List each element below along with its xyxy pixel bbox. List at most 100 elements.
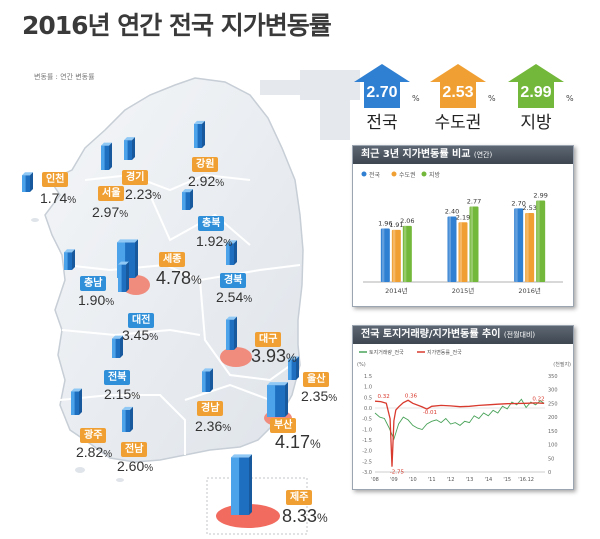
map-bar [288,356,299,380]
x-tick-label: '14 [484,477,492,483]
up-arrow-icon [354,64,410,108]
region-label: 대전 [128,313,155,328]
legend-item: 토지거래량_전국 [359,349,404,356]
map-bar [71,388,82,415]
map-bar [226,240,237,265]
region-value: 2.36% [195,418,232,434]
bar [514,208,524,282]
bar-chart-panel: 최근 3년 지가변동률 비교 (연간) 전국 수도권 지방 1.96 1.91 2.06 2… [352,145,574,307]
line-chart: 토지거래량_전국 지가변동률_전국 (%) (천필지) 1.5 1.0 0.5 0.0 -0.5… [357,349,571,483]
region-value: 2.60% [117,458,154,474]
x-tick-label: '12 [447,477,455,483]
bar-chart-title: 최근 3년 지가변동률 비교 (연간) [353,146,573,164]
region-label: 경북 [220,273,247,288]
map-bar [267,382,288,417]
summary-capital: 2.53 % 수도권 [428,62,496,133]
region-value: 2.92% [188,173,225,189]
summary-capital-label: 수도권 [434,113,482,133]
region-label: 경기 [122,170,149,185]
svg-text:토지거래량_전국: 토지거래량_전국 [369,349,404,356]
bar-value-label: 2.19 [456,213,470,221]
svg-text:지방: 지방 [429,171,441,179]
summary-national-label: 전국 [366,113,398,133]
left-tick-label: 1.0 [364,385,372,391]
bar [525,213,535,282]
region-label: 울산 [303,372,330,387]
summary-national-unit: % [412,94,420,103]
map-bar [122,406,133,432]
right-tick-label: 300 [548,388,558,394]
x-tick-label: '15 [503,477,511,483]
region-label: 충북 [198,216,225,231]
summary-local-label: 지방 [520,113,552,133]
map-bar [202,368,213,392]
line-chart-title: 전국 토지거래량/지가변동률 추이 (전월대비) [353,326,573,344]
world-dots-decoration [260,70,360,140]
bar [380,228,390,282]
region-label: 대구 [255,332,282,347]
bar-chart: 전국 수도권 지방 1.961.912.06 2014년 2.402.19 2.77 2015… [361,171,563,295]
region-label: 세종 [159,252,186,267]
x-tick-label: '10 [409,477,417,483]
left-tick-label: -1.5 [362,438,372,444]
map-bar [118,261,129,292]
bar-value-label: 2.99 [533,191,547,199]
summary-capital-unit: % [488,94,496,103]
legend-item: 수도권 [391,171,416,179]
left-tick-label: 0.0 [364,406,372,412]
region-label: 제주 [286,490,313,505]
region-value: 2.35% [301,388,338,404]
bar-highlight [537,200,540,282]
region-value: 1.90% [78,292,115,308]
map-bar [231,454,252,515]
x-tick-label: '08 [371,477,379,483]
map-bar [182,189,193,210]
region-value: 3.93% [251,346,297,366]
bar-value-label: 2.06 [400,217,414,225]
right-axis-unit: (천필지) [553,361,571,368]
left-axis-unit: (%) [357,362,366,368]
line-chart-panel: 전국 토지거래량/지가변동률 추이 (전월대비) 토지거래량_전국 지가변동률_전… [352,325,574,490]
region-value: 2.15% [104,386,141,402]
x-tick-label: '16.12 [518,477,534,483]
region-label: 인천 [42,172,69,187]
annotation-label: -0.01 [423,410,437,416]
map-bar [226,316,237,350]
region-label: 전북 [104,370,131,385]
bar [402,225,412,282]
left-tick-label: 0.5 [364,395,372,401]
map-bar [64,249,75,270]
bar-highlight [403,225,407,282]
annotation-label: 0.32 [378,394,390,400]
region-value: 2.82% [76,444,113,460]
summary-national: 2.70 % 전국 [352,62,420,133]
bar [458,222,468,282]
x-tick-label: '13 [466,477,474,483]
daegu-highlight [220,347,252,367]
map-bar [101,142,112,170]
left-tick-label: -2.0 [362,449,372,455]
up-arrow-icon [430,64,486,108]
annotation-label: 0.22 [532,396,544,402]
left-tick-label: -0.5 [362,417,372,423]
map-bar [194,120,205,148]
x-tick-label: 2015년 [452,286,475,295]
korea-map [22,70,360,535]
series-line [374,398,545,441]
bar-value-label: 1.91 [389,221,403,229]
left-tick-label: -2.5 [362,459,372,465]
series-line [374,399,545,467]
region-value: 8.33% [282,506,328,526]
right-tick-label: 0 [548,470,551,476]
region-label: 충남 [80,276,107,291]
x-tick-label: 2014년 [385,286,408,295]
left-tick-label: -3.0 [362,470,372,476]
summary-local-unit: % [566,94,574,103]
region-label: 전남 [121,442,148,457]
bar-value-label: 2.40 [445,208,459,216]
region-label: 서울 [98,186,125,201]
annotation-label: 0.36 [405,393,418,399]
svg-text:수도권: 수도권 [399,171,416,179]
region-value: 2.97% [92,204,129,220]
bar-value-label: 2.53 [522,204,536,212]
